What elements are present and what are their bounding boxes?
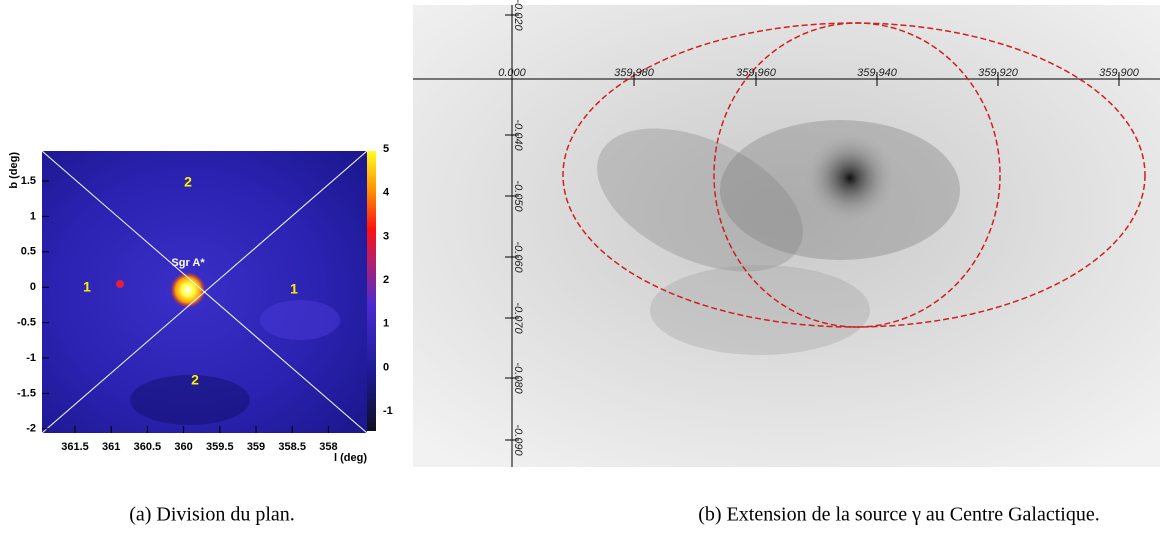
source	[805, 133, 895, 223]
x-axis-label: l (deg)	[334, 452, 367, 464]
x-tick-label: 360.5	[134, 441, 162, 453]
x-tick-label: 0.000	[498, 67, 526, 79]
x-tick-label: 359.900	[1099, 67, 1140, 79]
panel-a: 2 1 1 2 Sgr A* b (deg) l (deg) 361.5 361 3…	[8, 143, 393, 464]
x-tick-label: 361	[102, 441, 120, 453]
hotspot	[116, 280, 124, 288]
colorbar-label: 3	[383, 230, 389, 242]
emission	[130, 375, 250, 425]
emission	[650, 265, 870, 355]
x-tick-label: 359	[247, 441, 265, 453]
x-tick-label: 358	[319, 441, 337, 453]
panel-b: 0.000 359.980 359.960 359.940 359.920 359.900…	[413, 0, 1160, 467]
y-tick-label: 0.5	[21, 246, 36, 258]
x-tick-label: 359.920	[978, 67, 1019, 79]
x-tick-label: 360	[174, 441, 192, 453]
y-tick-label: -2	[26, 423, 36, 435]
divider	[41, 150, 368, 434]
emission	[260, 300, 340, 340]
extension-ellipse	[713, 22, 1001, 328]
colorbar-label: 2	[383, 274, 389, 286]
caption: (a) Division du plan.	[129, 504, 295, 526]
y-tick-label: -0.020	[512, 0, 524, 31]
x-tick-label: 359.5	[206, 441, 234, 453]
x-tick-label: 359.940	[857, 67, 898, 79]
x-tick-label: 361.5	[61, 441, 89, 453]
y-tick-label: -0.060	[512, 241, 524, 273]
y-tick-label: -1.5	[17, 387, 36, 399]
colorbar-label: 0	[383, 361, 389, 373]
y-axis-label: b (deg)	[8, 152, 20, 189]
y-tick-label: 0	[30, 281, 36, 293]
caption: (b) Extension de la source γ au Centre G…	[698, 504, 1099, 526]
x-tick-label: 358.5	[278, 441, 306, 453]
region-label: 1	[83, 279, 91, 295]
colorbar-label: -1	[383, 405, 393, 417]
y-tick-label: -0.080	[512, 362, 524, 394]
region-label: 1	[290, 281, 298, 297]
source-label: Sgr A*	[171, 257, 205, 269]
emission	[597, 128, 803, 272]
y-tick-label: -1	[26, 352, 36, 364]
colorbar	[367, 151, 376, 431]
region-label: 2	[191, 372, 199, 388]
y-tick-label: -0.040	[512, 119, 524, 151]
y-tick-label: -0.070	[512, 302, 524, 334]
x-tick-label: 359.980	[614, 67, 655, 79]
region-label: 2	[184, 174, 192, 190]
y-tick-label: -0.090	[512, 424, 524, 456]
y-tick-label: 1	[30, 210, 36, 222]
x-tick-label: 359.960	[736, 67, 777, 79]
y-tick-label: 1.5	[21, 175, 36, 187]
y-tick-label: -0.050	[512, 180, 524, 212]
colorbar-label: 4	[383, 187, 390, 199]
y-tick-label: -0.5	[17, 317, 36, 329]
colorbar-label: 1	[383, 318, 389, 330]
colorbar-label: 5	[383, 143, 389, 155]
sky-map	[413, 5, 1160, 467]
